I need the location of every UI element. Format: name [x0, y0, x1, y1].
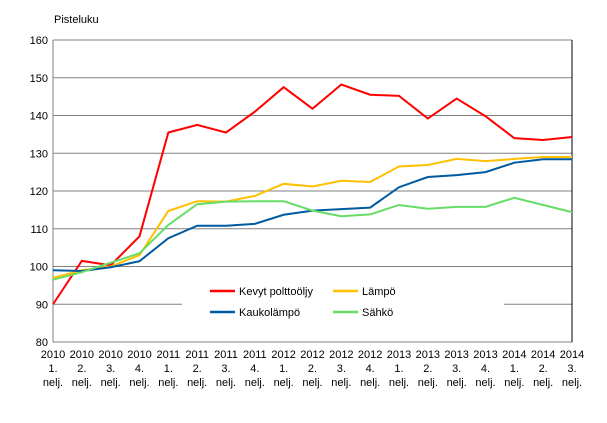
x-tick-label: 2013 [473, 349, 497, 361]
x-tick-label: nelj. [72, 377, 92, 389]
x-tick-label: 2011 [157, 349, 181, 361]
x-tick-label: 2013 [416, 349, 440, 361]
x-tick-label: 2014 [531, 349, 555, 361]
x-tick-label: nelj. [274, 377, 294, 389]
x-tick-label: 2010 [98, 349, 122, 361]
legend-label: Lämpö [362, 286, 396, 298]
x-tick-label: 2011 [185, 349, 209, 361]
y-tick-label: 80 [36, 337, 48, 349]
x-tick-label: nelj. [475, 377, 495, 389]
x-tick-label: 3. [567, 363, 576, 375]
x-tick-label: 2. [77, 363, 86, 375]
x-tick-label: 2011 [214, 349, 238, 361]
legend-label: Kaukolämpö [239, 307, 300, 319]
series-line [52, 196, 573, 281]
x-tick-label: 2. [193, 363, 202, 375]
x-tick-label: 2. [308, 363, 317, 375]
x-tick-label: 2012 [329, 349, 353, 361]
y-tick-label: 110 [30, 224, 48, 236]
x-tick-label: nelj. [187, 377, 207, 389]
legend-label: Sähkö [362, 307, 393, 319]
legend-box [182, 278, 504, 328]
y-axis-label: Pisteluku [54, 14, 99, 26]
x-tick-label: 2010 [70, 349, 94, 361]
x-tick-label: 4. [481, 363, 490, 375]
legend-label: Kevyt polttoöljy [239, 286, 313, 298]
x-tick-label: 2011 [243, 349, 267, 361]
x-tick-label: nelj. [43, 377, 63, 389]
x-tick-label: 2014 [502, 349, 526, 361]
x-tick-label: 1. [279, 363, 288, 375]
x-tick-label: nelj. [447, 377, 467, 389]
x-tick-label: nelj. [158, 377, 178, 389]
x-tick-label: nelj. [562, 377, 582, 389]
x-tick-label: 3. [221, 363, 230, 375]
x-tick-label: nelj. [245, 377, 265, 389]
x-tick-label: 1. [48, 363, 57, 375]
x-tick-label: 4. [366, 363, 375, 375]
y-tick-label: 120 [30, 186, 48, 198]
x-tick-label: 1. [510, 363, 519, 375]
y-tick-label: 90 [36, 299, 48, 311]
y-tick-label: 150 [30, 73, 48, 85]
x-tick-label: nelj. [302, 377, 322, 389]
x-tick-label: nelj. [360, 377, 380, 389]
series-line [52, 156, 572, 279]
x-tick-label: nelj. [389, 377, 409, 389]
x-tick-label: nelj. [504, 377, 524, 389]
series-line [52, 158, 572, 273]
x-tick-label: 3. [452, 363, 461, 375]
x-tick-label: nelj. [101, 377, 121, 389]
x-tick-label: 3. [337, 363, 346, 375]
x-tick-label: nelj. [533, 377, 553, 389]
x-tick-label: 1. [164, 363, 173, 375]
x-tick-label: 2012 [358, 349, 382, 361]
series-line [52, 83, 573, 305]
x-tick-label: nelj. [129, 377, 149, 389]
x-tick-label: 2012 [271, 349, 295, 361]
x-tick-label: 2. [539, 363, 548, 375]
x-tick-label: 3. [106, 363, 115, 375]
x-tick-label: 2010 [127, 349, 151, 361]
x-tick-label: 4. [135, 363, 144, 375]
x-tick-label: nelj. [216, 377, 236, 389]
y-tick-label: 130 [30, 148, 48, 160]
x-tick-label: nelj. [418, 377, 438, 389]
x-tick-label: 4. [250, 363, 259, 375]
x-tick-label: 2013 [444, 349, 468, 361]
y-tick-label: 140 [30, 111, 48, 123]
x-tick-label: 2012 [300, 349, 324, 361]
x-tick-label: 2010 [41, 349, 65, 361]
x-tick-label: 2013 [387, 349, 411, 361]
x-tick-label: 1. [394, 363, 403, 375]
x-tick-label: 2014 [560, 349, 584, 361]
y-tick-label: 100 [30, 262, 48, 274]
x-tick-label: nelj. [331, 377, 351, 389]
y-tick-label: 160 [30, 35, 48, 47]
x-tick-label: 2. [423, 363, 432, 375]
